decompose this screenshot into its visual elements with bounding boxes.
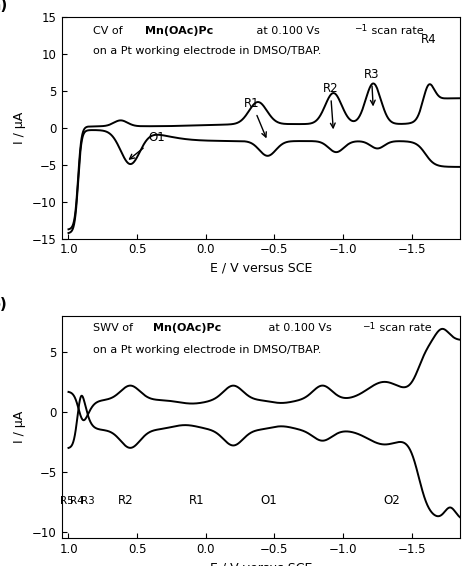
X-axis label: E / V versus SCE: E / V versus SCE <box>210 262 312 275</box>
Text: R1: R1 <box>244 97 266 137</box>
Text: Mn(OAc)Pc: Mn(OAc)Pc <box>153 323 221 333</box>
Text: R4: R4 <box>420 33 436 46</box>
Text: −1: −1 <box>354 24 367 33</box>
Text: O1: O1 <box>260 495 277 508</box>
Text: O2: O2 <box>384 495 401 508</box>
Text: R3: R3 <box>364 67 379 105</box>
Text: CV of: CV of <box>93 26 127 36</box>
Y-axis label: I / μA: I / μA <box>13 112 27 144</box>
Text: scan rate: scan rate <box>368 26 424 36</box>
Text: −1: −1 <box>362 321 375 331</box>
Text: scan rate: scan rate <box>376 323 432 333</box>
Text: R5: R5 <box>60 496 73 507</box>
Text: a): a) <box>0 0 7 12</box>
Text: at 0.100 Vs: at 0.100 Vs <box>253 26 319 36</box>
X-axis label: E / V versus SCE: E / V versus SCE <box>210 561 312 566</box>
Text: at 0.100 Vs: at 0.100 Vs <box>264 323 331 333</box>
Text: R3: R3 <box>81 496 94 507</box>
Text: R1: R1 <box>189 495 205 508</box>
Text: R4: R4 <box>70 496 83 507</box>
Text: b): b) <box>0 297 8 312</box>
Text: on a Pt working electrode in DMSO/TBAP.: on a Pt working electrode in DMSO/TBAP. <box>93 345 322 355</box>
Y-axis label: I / μA: I / μA <box>13 411 27 443</box>
Text: Mn(OAc)Pc: Mn(OAc)Pc <box>145 26 213 36</box>
Text: on a Pt working electrode in DMSO/TBAP.: on a Pt working electrode in DMSO/TBAP. <box>93 46 322 56</box>
Text: O1: O1 <box>129 131 165 159</box>
Text: R2: R2 <box>322 82 338 128</box>
Text: R2: R2 <box>118 495 133 508</box>
Text: SWV of: SWV of <box>93 323 137 333</box>
